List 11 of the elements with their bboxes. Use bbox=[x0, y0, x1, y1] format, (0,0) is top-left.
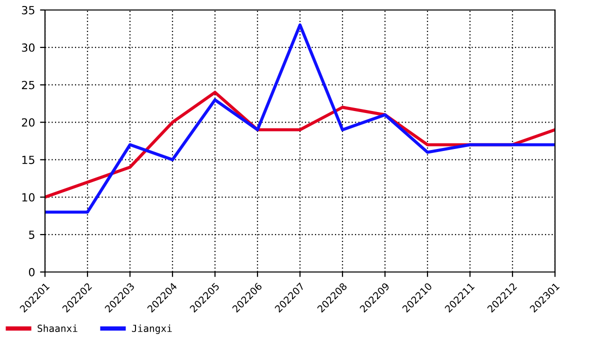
y-tick-label: 5 bbox=[29, 230, 34, 239]
line-series bbox=[45, 23, 555, 214]
y-tick-label: 30 bbox=[22, 43, 35, 52]
y-tick-label: 20 bbox=[22, 118, 35, 127]
y-tick-label: 0 bbox=[28, 268, 35, 276]
legend-label: Jiangxi bbox=[132, 324, 172, 334]
y-tick-label: 10 bbox=[22, 193, 35, 202]
y-tick-label: 25 bbox=[22, 80, 34, 90]
y-tick-label: 35 bbox=[22, 6, 34, 14]
legend-label: Shaanxi bbox=[38, 324, 78, 332]
y-tick-label: 15 bbox=[22, 156, 34, 164]
